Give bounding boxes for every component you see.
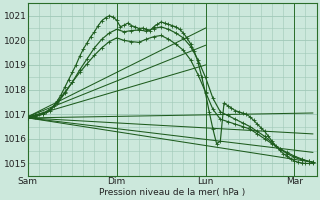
X-axis label: Pression niveau de la mer( hPa ): Pression niveau de la mer( hPa ) <box>99 188 245 197</box>
